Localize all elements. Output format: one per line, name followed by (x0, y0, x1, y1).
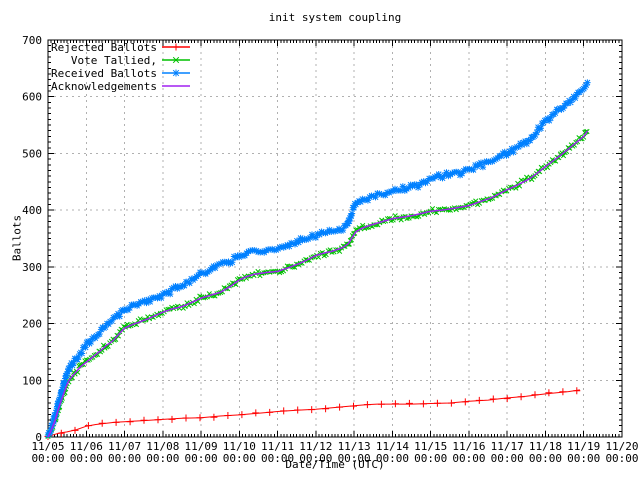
x-tick-time-label: 00:00 (223, 452, 256, 465)
x-tick-date-label: 11/09 (185, 440, 218, 453)
x-axis-label: Date/Time (UTC) (285, 458, 385, 471)
x-tick-time-label: 00:00 (338, 452, 371, 465)
series-line-rejected-ballots (47, 389, 580, 438)
legend-sample-marker-received-ballots (172, 69, 180, 77)
axis-minor-ticks (47, 39, 623, 438)
x-tick-date-label: 11/18 (529, 440, 562, 453)
legend-label-rejected-ballots: Rejected Ballots (51, 41, 157, 54)
legend-label-received-ballots: Received Ballots (51, 67, 157, 80)
y-tick-label: 300 (22, 261, 42, 274)
x-tick-time-label: 00:00 (31, 452, 64, 465)
x-tick-time-label: 00:00 (605, 452, 638, 465)
x-tick-date-label: 11/12 (299, 440, 332, 453)
x-tick-time-label: 00:00 (185, 452, 218, 465)
x-tick-date-label: 11/10 (223, 440, 256, 453)
legend-label-acknowledgements: Acknowledgements (51, 80, 157, 93)
x-tick-time-label: 00:00 (108, 452, 141, 465)
x-tick-date-label: 11/15 (414, 440, 447, 453)
x-tick-time-label: 00:00 (529, 452, 562, 465)
x-tick-time-label: 00:00 (376, 452, 409, 465)
plot-border (47, 39, 623, 438)
x-tick-time-label: 00:00 (299, 452, 332, 465)
x-tick-time-label: 00:00 (70, 452, 103, 465)
x-tick-time-label: 00:00 (452, 452, 485, 465)
y-axis-label: Ballots (10, 214, 24, 262)
x-tick-date-label: 11/19 (567, 440, 600, 453)
x-tick-date-label: 11/20 (605, 440, 638, 453)
x-tick-time-label: 00:00 (491, 452, 524, 465)
series-line-vote-tallied (47, 130, 589, 438)
legend-label-vote-tallied: Vote Tallied, (71, 54, 157, 67)
legend-sample-marker-rejected-ballots (172, 43, 180, 51)
chart-title: init system coupling (268, 11, 402, 24)
y-tick-label: 600 (22, 91, 42, 104)
x-tick-date-label: 11/07 (108, 440, 141, 453)
y-tick-label: 700 (22, 34, 42, 47)
x-tick-date-label: 11/11 (261, 440, 294, 453)
x-tick-date-label: 11/17 (491, 440, 524, 453)
legend-sample-marker-vote-tallied (172, 56, 180, 64)
x-tick-date-label: 11/08 (146, 440, 179, 453)
x-tick-date-label: 11/16 (452, 440, 485, 453)
x-tick-date-label: 11/14 (376, 440, 409, 453)
x-tick-time-label: 00:00 (146, 452, 179, 465)
x-tick-date-label: 11/05 (31, 440, 64, 453)
x-tick-date-label: 11/13 (338, 440, 371, 453)
x-tick-date-label: 11/06 (70, 440, 103, 453)
series-line-acknowledgements (47, 130, 589, 438)
y-tick-label: 400 (22, 204, 42, 217)
grid-lines (48, 40, 622, 437)
y-tick-label: 100 (22, 374, 42, 387)
y-tick-label: 500 (22, 147, 42, 160)
series-markers-received-ballots (44, 79, 591, 439)
series-line-received-ballots (47, 82, 588, 438)
axis-major-ticks (47, 39, 623, 438)
x-tick-time-label: 00:00 (261, 452, 294, 465)
series-markers-vote-tallied (45, 128, 590, 439)
x-tick-time-label: 00:00 (567, 452, 600, 465)
y-tick-label: 200 (22, 318, 42, 331)
x-tick-time-label: 00:00 (414, 452, 447, 465)
y-tick-label: 0 (35, 431, 42, 444)
